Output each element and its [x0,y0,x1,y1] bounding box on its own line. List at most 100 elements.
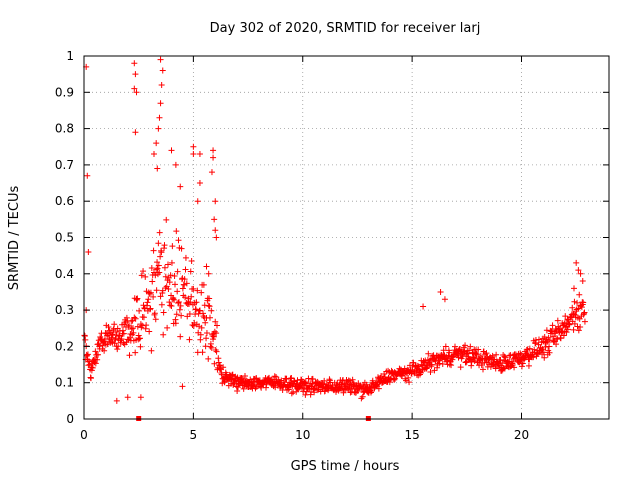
data-point [401,365,408,372]
data-point [540,349,547,356]
data-point [466,347,472,354]
data-point [129,317,136,324]
data-point [154,265,161,272]
data-point [207,314,213,321]
data-point [145,296,152,303]
data-point [89,364,96,371]
data-point [193,306,199,313]
data-point [539,346,546,353]
data-point [212,198,219,205]
data-point [448,362,455,369]
y-tick-label: 0.4 [55,267,74,281]
data-point [554,317,561,324]
data-point [176,306,183,313]
data-point [238,374,245,381]
data-point [511,364,518,371]
data-point [155,125,162,132]
data-point [142,273,149,280]
data-point [120,330,127,337]
data-point [544,338,551,345]
data-point [135,332,142,339]
data-point [181,276,188,283]
axis-ticks [83,55,609,420]
data-point [150,293,157,300]
data-point [146,290,153,297]
data-point [136,307,143,314]
data-point [571,320,578,327]
data-point [181,281,188,288]
data-point [203,335,210,342]
data-point [467,343,474,350]
data-point [132,129,139,136]
data-point [179,383,186,390]
data-point [171,296,178,303]
data-point [151,151,157,158]
data-point [134,323,141,330]
data-point [545,334,552,341]
data-point [199,349,206,356]
x-tick-labels: 0 5 10 15 20 [80,428,529,442]
chart-title: Day 302 of 2020, SRMTID for receiver lar… [210,21,481,36]
data-point [388,375,395,382]
data-point [210,154,217,161]
data-point [111,321,118,328]
data-point [159,287,166,294]
data-point [92,360,99,367]
data-point [197,331,204,338]
data-point [131,85,138,92]
data-point [212,227,219,234]
data-point [175,299,182,306]
data-point [165,286,172,293]
data-point [211,216,218,223]
data-point [150,247,157,254]
data-point [157,100,164,107]
data-point [580,299,587,306]
data-point [141,305,148,312]
data-point [166,299,173,306]
plot-frame [83,55,610,420]
data-point [168,259,175,266]
data-point [137,335,143,342]
data-point [210,147,217,154]
data-point [171,272,178,279]
data-point [358,395,365,402]
data-point [168,302,175,309]
data-point [175,237,182,244]
data-point [205,355,212,362]
data-point [148,347,155,354]
data-point [190,143,197,150]
data-point [124,394,131,401]
data-point [112,329,119,336]
data-point [149,278,156,285]
data-point [302,391,309,398]
data-point [92,348,99,355]
data-point [113,397,120,404]
data-point [101,347,108,354]
data-point [172,320,179,327]
data-point [183,280,190,287]
data-point [128,325,135,332]
x-tick-label: 0 [80,428,88,442]
data-point [536,336,542,343]
data-point [156,114,163,121]
data-point [115,343,122,350]
y-tick-label: 0.2 [55,339,74,353]
data-point [543,327,550,334]
data-point [557,335,564,342]
data-point [152,272,159,279]
y-tick-label: 0.8 [55,122,74,136]
data-point [563,329,570,336]
data-point [519,360,526,367]
data-point [549,322,556,329]
data-point [182,294,189,301]
data-point [406,379,413,386]
data-point [194,287,201,294]
data-point [431,367,438,374]
data-point [84,351,91,358]
x-tick-label: 5 [190,428,198,442]
data-point [179,285,186,292]
data-point [553,341,560,348]
data-point [191,319,198,326]
data-point [140,268,147,275]
data-point [546,343,553,350]
